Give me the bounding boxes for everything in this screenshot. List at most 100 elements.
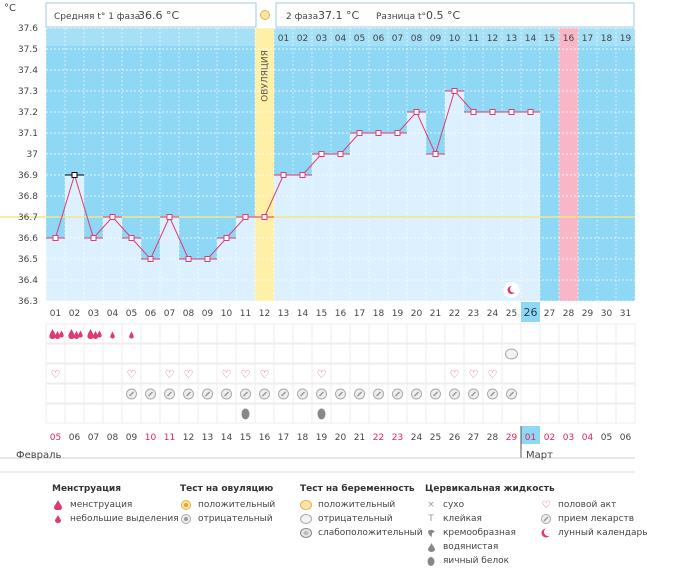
event-cell xyxy=(368,323,389,344)
temp-bar xyxy=(331,154,350,301)
cycle-day-label: 10 xyxy=(449,34,461,44)
legend-ovulation-test: Тест на овуляцию положительный отрицател… xyxy=(180,484,275,526)
pill-stripe xyxy=(451,391,458,397)
date-label: 18 xyxy=(297,433,309,443)
diff-value: 0.5 °C xyxy=(426,9,460,22)
temp-point xyxy=(128,235,135,241)
temp-point xyxy=(470,109,477,115)
legend-item: слабоположительный xyxy=(318,528,423,538)
event-cell xyxy=(406,403,427,424)
date-label: 21 xyxy=(354,433,365,443)
event-cell xyxy=(311,323,332,344)
legend-item: менструация xyxy=(70,500,133,510)
temp-bar xyxy=(464,112,483,301)
cycle-day-label: 04 xyxy=(335,34,347,44)
temp-point xyxy=(242,214,249,220)
event-cell xyxy=(235,343,256,364)
event-cell xyxy=(520,383,541,404)
x-tick-label: 02 xyxy=(69,309,80,319)
heart-icon: ♡ xyxy=(450,368,460,381)
event-cell xyxy=(45,343,66,364)
event-cell xyxy=(273,403,294,424)
y-tick-label: 36.3 xyxy=(18,297,38,307)
temp-bar xyxy=(521,112,540,301)
drop-icon xyxy=(87,329,94,339)
event-cell xyxy=(501,403,522,424)
legend-item: положительный xyxy=(318,500,396,510)
temp-bar xyxy=(84,238,103,301)
heart-icon: ♡ xyxy=(51,368,61,381)
cycle-day-label: 15 xyxy=(544,34,555,44)
temp-bar xyxy=(122,238,141,301)
cycle-day-label: 19 xyxy=(620,34,632,44)
event-cell xyxy=(292,343,313,364)
march-start-marker xyxy=(521,426,540,444)
pill-stripe xyxy=(166,391,173,397)
cycle-day-label: 09 xyxy=(430,34,442,44)
x-tick-label: 30 xyxy=(601,309,613,319)
x-tick-label: 31 xyxy=(620,309,631,319)
event-cell xyxy=(577,343,598,364)
pill-stripe xyxy=(299,391,306,397)
legend-item: половой акт xyxy=(558,500,617,510)
date-label: 17 xyxy=(278,433,289,443)
egg-white-icon xyxy=(317,408,326,420)
heart-icon: ♡ xyxy=(222,368,232,381)
pill-stripe xyxy=(223,391,230,397)
temp-point xyxy=(90,235,97,241)
x-tick-label: 13 xyxy=(278,309,289,319)
event-cell xyxy=(577,383,598,404)
bbt-chart: 37.6 37.5 37.4 37.3 37.2 37.1 37 36.9 36.8 36.7 36… xyxy=(0,2,636,473)
event-cell xyxy=(577,363,598,384)
event-cell xyxy=(311,343,332,364)
event-cell xyxy=(140,343,161,364)
ovulation-column xyxy=(255,28,274,301)
event-cell xyxy=(463,403,484,424)
event-cell xyxy=(539,363,560,384)
event-cell xyxy=(558,343,579,364)
cycle-day-label: 11 xyxy=(468,34,479,44)
legend-pregnancy-test: Тест на беременность положительный отриц… xyxy=(300,484,423,540)
drop-icon xyxy=(97,330,102,338)
event-cell xyxy=(83,383,104,404)
temp-bar xyxy=(407,112,426,301)
drop-icon xyxy=(55,331,60,339)
pill-stripe xyxy=(356,391,363,397)
legend-item: лунный календарь xyxy=(558,528,648,538)
event-cell xyxy=(615,403,636,424)
y-unit-label: °C xyxy=(4,3,16,14)
event-cell xyxy=(102,403,123,424)
sticky-icon: T xyxy=(428,514,434,524)
event-cell xyxy=(273,363,294,384)
month-label-feb: Февраль xyxy=(16,450,62,461)
event-cell xyxy=(596,363,617,384)
legend-item: клейкая xyxy=(443,514,482,524)
event-cell xyxy=(482,323,503,344)
event-cell xyxy=(425,363,446,384)
event-cell xyxy=(577,403,598,424)
event-cell xyxy=(387,323,408,344)
event-cell xyxy=(102,363,123,384)
pill-stripe xyxy=(432,391,439,397)
diff-label: Разница t° xyxy=(376,12,426,22)
event-cell xyxy=(425,403,446,424)
event-cell xyxy=(368,343,389,364)
event-cell xyxy=(501,323,522,344)
legend-ovulation-test-title: Тест на овуляцию xyxy=(180,484,274,494)
date-label: 07 xyxy=(88,433,99,443)
event-cell xyxy=(520,403,541,424)
x-tick-label: 20 xyxy=(411,309,423,319)
date-label: 19 xyxy=(316,433,328,443)
event-cell xyxy=(349,403,370,424)
x-tick-label: 26 xyxy=(524,306,538,319)
x-tick-label: 16 xyxy=(335,309,347,319)
y-tick-label: 37.6 xyxy=(18,24,38,34)
x-tick-label: 15 xyxy=(316,309,327,319)
event-cell xyxy=(463,343,484,364)
legend-item: прием лекарств xyxy=(558,514,635,524)
y-tick-label: 37.5 xyxy=(18,45,38,55)
cycle-day-label: 03 xyxy=(316,34,327,44)
y-tick-label: 36.7 xyxy=(18,213,38,223)
temp-point xyxy=(508,109,515,115)
